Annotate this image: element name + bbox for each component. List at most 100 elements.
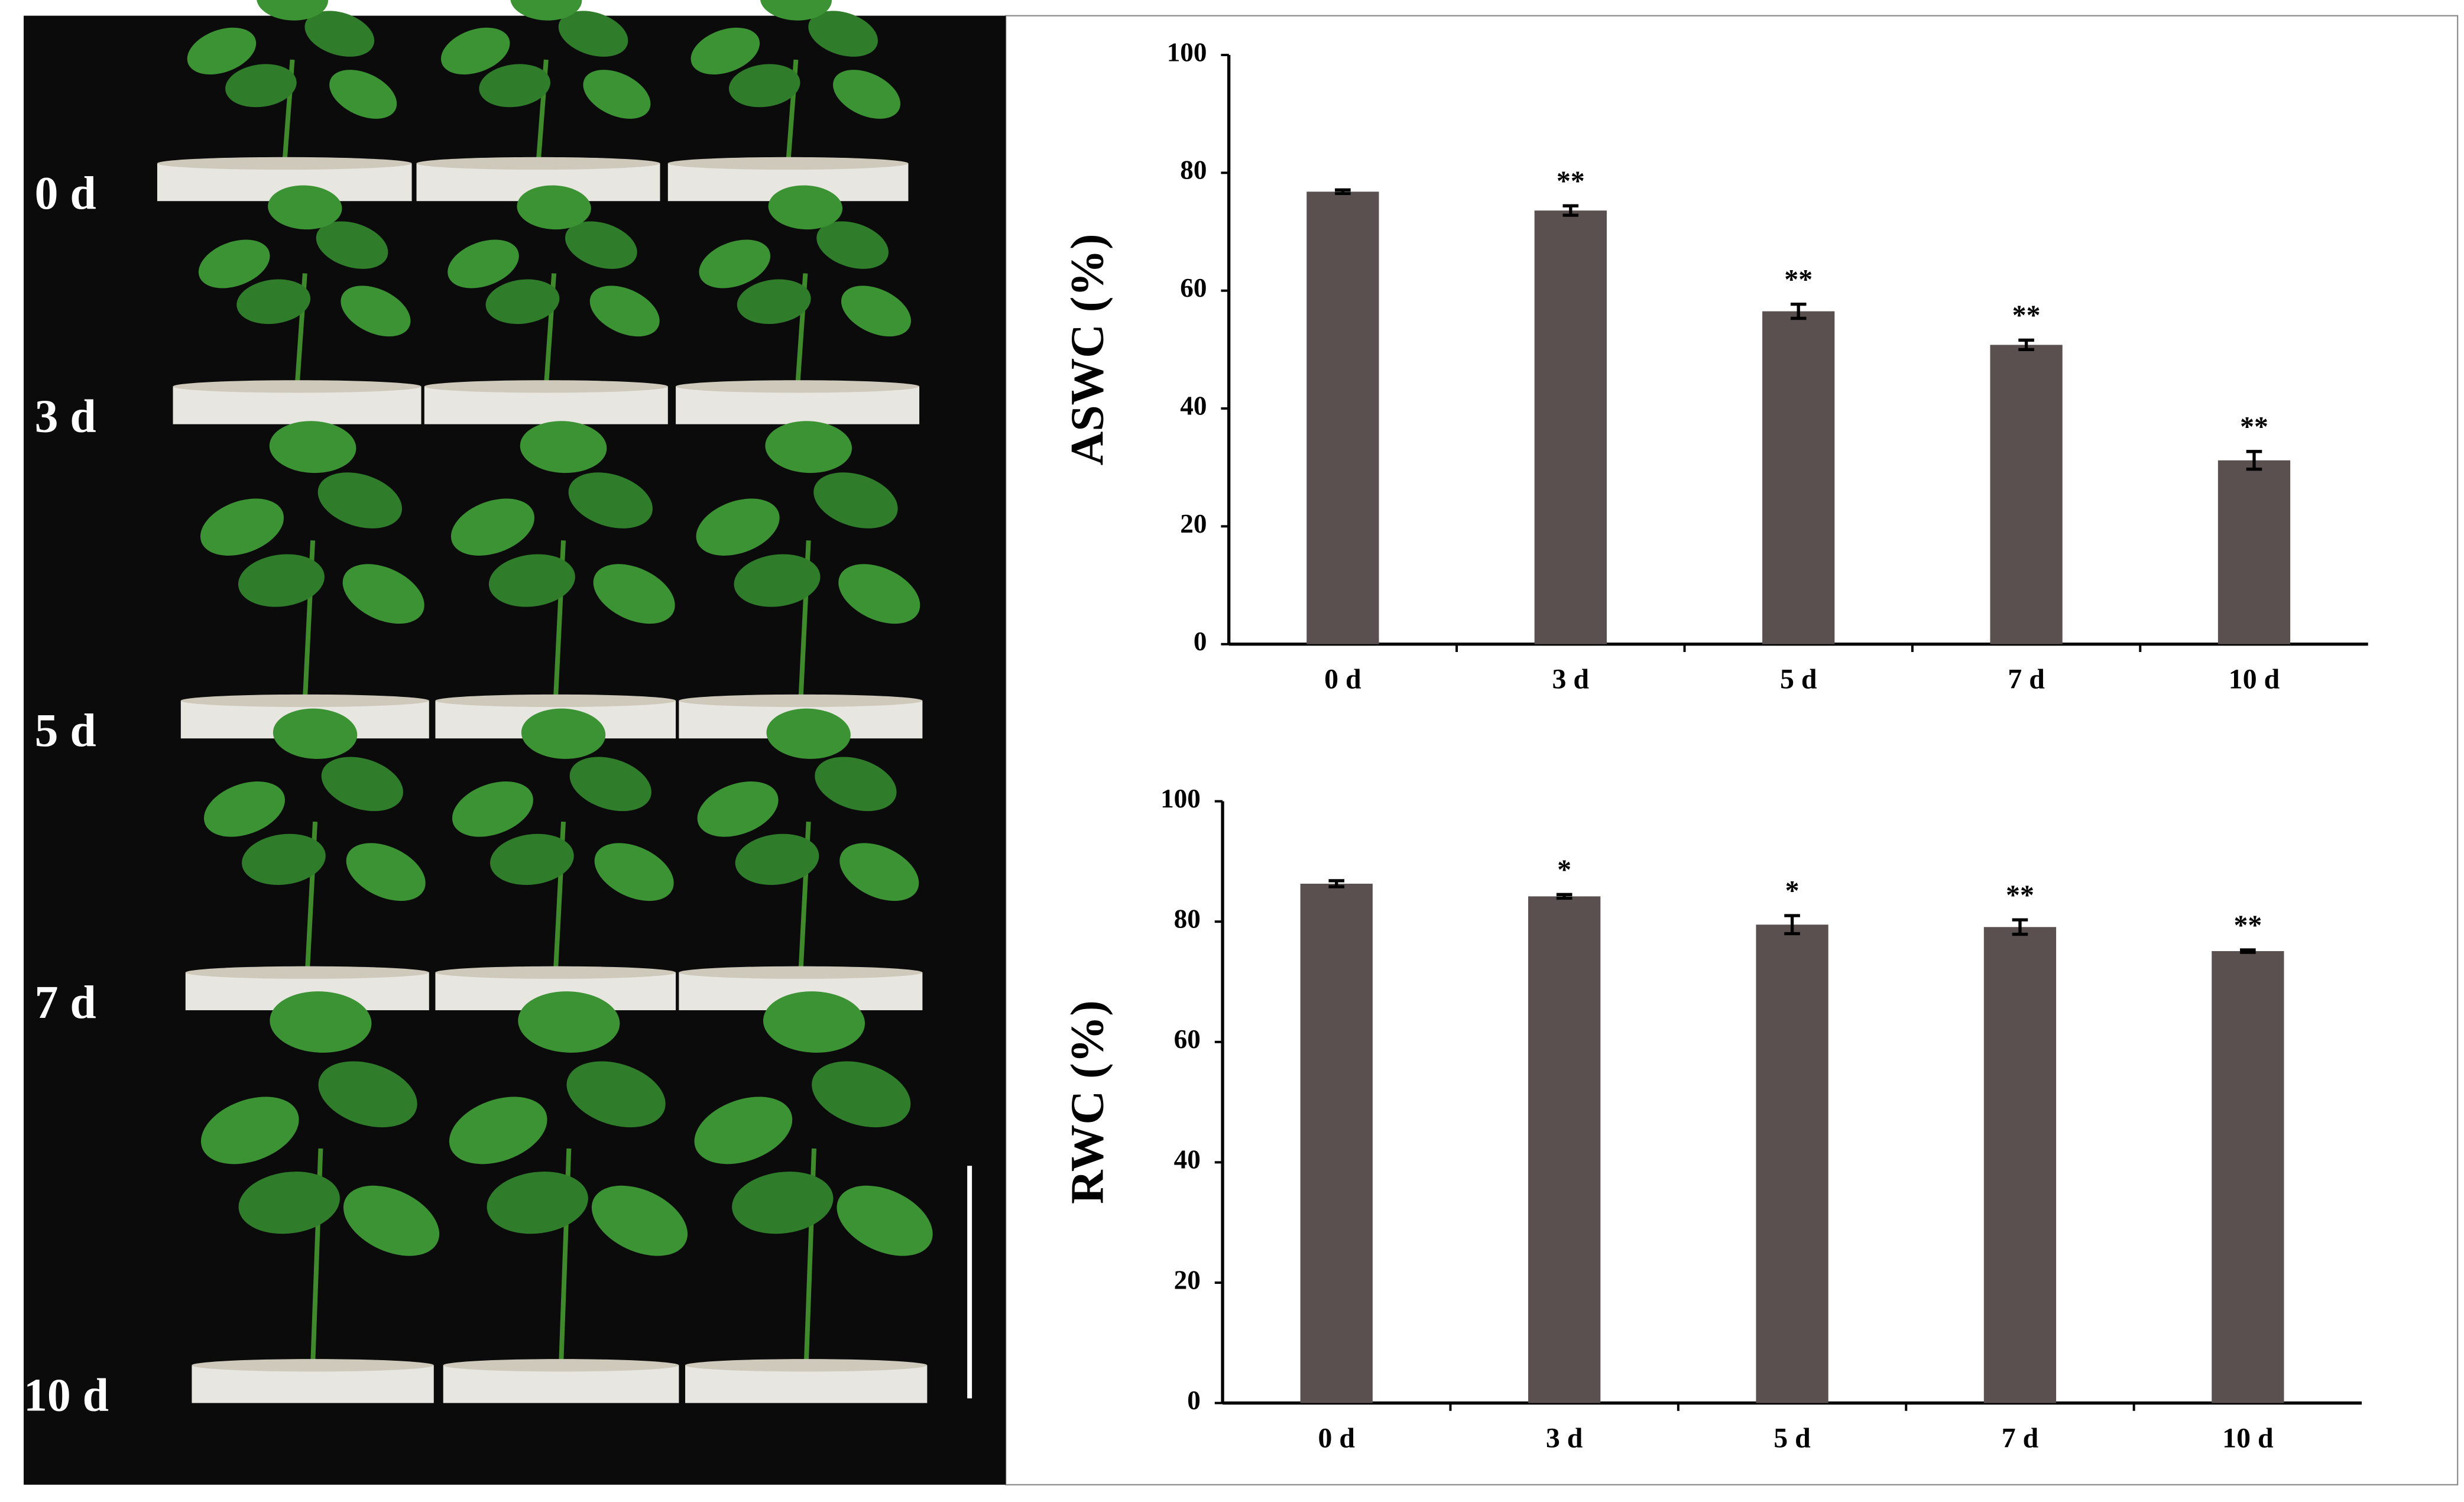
leaf: [270, 991, 372, 1053]
y-tick-label: 100: [1160, 784, 1201, 813]
leaf: [487, 1172, 588, 1234]
x-tick-label: 5 d: [1774, 1422, 1811, 1454]
y-tick-label: 40: [1174, 1145, 1201, 1175]
significance-label: **: [2012, 300, 2041, 331]
y-tick-label: 80: [1174, 904, 1201, 934]
day-label: 0 d: [35, 167, 96, 219]
x-tick-label: 10 d: [2222, 1422, 2274, 1454]
bar: [2212, 951, 2284, 1403]
leaf: [479, 64, 550, 108]
bar: [1762, 311, 1835, 644]
leaf: [839, 843, 919, 901]
leaf: [766, 708, 851, 759]
leaf: [593, 564, 675, 624]
significance-label: **: [1557, 166, 1585, 197]
leaf: [841, 286, 911, 337]
day-label: 5 d: [35, 705, 96, 757]
leaf: [448, 239, 519, 288]
leaf: [760, 0, 832, 21]
leaf: [236, 279, 311, 325]
leaf: [521, 708, 606, 759]
leaf: [558, 11, 628, 57]
y-tick-label: 0: [1194, 627, 1207, 656]
x-tick-label: 0 d: [1324, 664, 1361, 695]
leaf: [256, 0, 329, 21]
pot-rim: [676, 380, 920, 393]
bar: [1300, 884, 1373, 1403]
x-tick-label: 7 d: [2002, 1422, 2039, 1454]
significance-label: **: [1784, 264, 1813, 295]
y-tick-label: 20: [1180, 509, 1207, 538]
leaf: [589, 286, 660, 337]
plant-photos: [157, 0, 933, 1403]
leaf: [568, 472, 653, 528]
error-bar: [1335, 188, 1351, 195]
leaf: [449, 1097, 547, 1164]
bar: [1990, 345, 2063, 644]
leaf: [594, 843, 674, 901]
leaf: [838, 564, 920, 624]
leaf: [837, 1185, 933, 1256]
leaf: [200, 1097, 299, 1164]
leaf: [517, 185, 591, 230]
leaf: [732, 1172, 834, 1234]
leaf: [273, 708, 358, 759]
leaf: [763, 991, 865, 1053]
error-bar: [2012, 918, 2028, 936]
leaf: [242, 833, 326, 885]
pot-rim: [416, 157, 660, 170]
leaf: [187, 27, 257, 74]
error-bar: [1562, 204, 1579, 217]
leaf: [808, 11, 878, 57]
bar: [1534, 210, 1607, 644]
leaf: [815, 757, 897, 812]
pot-rim: [173, 380, 422, 393]
leaf: [737, 279, 811, 325]
y-tick-label: 100: [1167, 37, 1207, 67]
leaf: [318, 1061, 417, 1128]
leaf: [198, 239, 270, 288]
leaf: [488, 554, 575, 607]
leaf: [697, 781, 779, 837]
pot-rim: [679, 966, 923, 979]
leaf: [268, 185, 342, 230]
significance-label: *: [1557, 854, 1571, 885]
error-bar: [2246, 450, 2262, 471]
leaf: [346, 843, 426, 901]
leaf: [269, 421, 356, 473]
significance-label: **: [2240, 411, 2268, 443]
leaf: [728, 64, 800, 108]
leaf: [200, 498, 284, 556]
leaf: [343, 1185, 440, 1256]
error-bar: [1790, 302, 1807, 320]
y-tick-label: 0: [1187, 1386, 1201, 1415]
leaf: [329, 70, 397, 119]
day-label: 10 d: [24, 1370, 109, 1422]
leaf: [440, 27, 510, 74]
x-tick-label: 0 d: [1318, 1422, 1356, 1454]
leaf: [765, 421, 852, 473]
bar: [2217, 460, 2291, 644]
pot-rim: [424, 380, 668, 393]
leaf: [510, 0, 582, 21]
bar: [1528, 896, 1601, 1403]
leaf: [304, 11, 375, 57]
y-axis-title: ASWC (%): [1062, 233, 1114, 465]
significance-label: *: [1785, 875, 1800, 907]
pot-rim: [685, 1359, 928, 1372]
leaf: [569, 757, 651, 812]
leaf: [342, 564, 424, 624]
error-bar: [1328, 879, 1345, 888]
x-tick-label: 5 d: [1780, 664, 1817, 695]
error-bar: [1556, 893, 1573, 900]
leaf: [768, 185, 843, 230]
leaf: [518, 991, 620, 1053]
y-tick-label: 20: [1174, 1265, 1201, 1295]
pot-rim: [443, 1359, 679, 1372]
y-tick-label: 80: [1180, 155, 1207, 185]
leaf: [490, 833, 574, 885]
leaf: [452, 781, 533, 837]
leaf: [696, 498, 780, 556]
pot-rim: [667, 157, 909, 170]
pot-rim: [157, 157, 412, 170]
